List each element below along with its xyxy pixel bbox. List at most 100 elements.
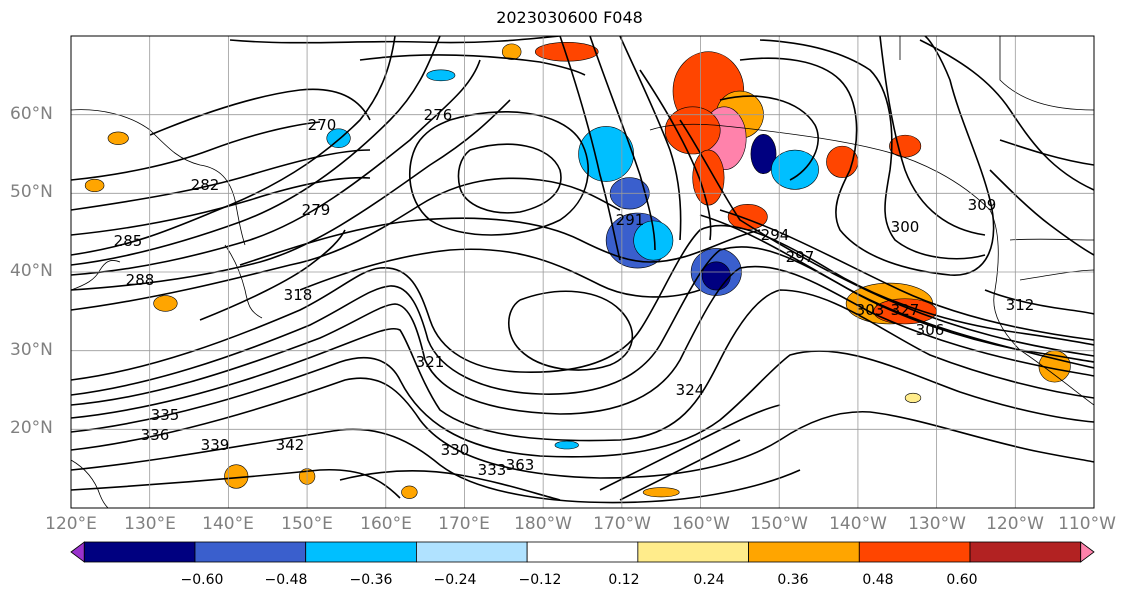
shaded-anomaly-region (701, 261, 731, 291)
lon-label: 180°W (514, 514, 572, 534)
lon-label: 150°W (750, 514, 808, 534)
map-frame (70, 35, 1095, 509)
gridlines (71, 36, 1094, 508)
lat-label: 60°N (10, 104, 53, 124)
coastline (899, 36, 1094, 111)
contour-line (71, 246, 1094, 396)
shaded-anomaly-region (554, 440, 579, 450)
lon-label: 140°E (202, 514, 254, 534)
contour-label: 291 (616, 211, 645, 229)
contour-line (984, 289, 1094, 315)
contour-label: 276 (424, 106, 453, 124)
contour-label: 312 (1006, 296, 1035, 314)
lon-label: 160°E (360, 514, 412, 534)
contour-line (71, 36, 396, 256)
contour-label: 294 (761, 226, 790, 244)
contour-label: 297 (786, 248, 815, 266)
colorbar-tick-label: 0.60 (946, 572, 978, 588)
contour-line (999, 139, 1094, 166)
shaded-anomaly-region (401, 485, 418, 499)
contour-label: 303 (856, 301, 885, 319)
contour-label: 330 (441, 441, 470, 459)
contour-label: 270 (308, 116, 337, 134)
contour-line (71, 36, 441, 266)
lon-label: 130°W (908, 514, 966, 534)
lon-label: 170°W (593, 514, 651, 534)
contour-line (619, 439, 741, 501)
lon-label: 140°W (829, 514, 887, 534)
colorbar-tick-label: 0.24 (693, 572, 725, 588)
contour-label: 335 (151, 406, 180, 424)
coastline (71, 260, 121, 291)
contour-line (679, 119, 1094, 357)
contour-line (199, 229, 346, 321)
colorbar-tick-label: 0.36 (777, 572, 809, 588)
coastline (649, 123, 1094, 406)
contour-line (699, 214, 1094, 369)
colorbar-swatch (526, 541, 639, 563)
coastline (224, 244, 263, 319)
contour-layer (71, 36, 1094, 504)
colorbar-tick-label: −0.48 (264, 572, 308, 588)
colorbar-extend-max (1080, 541, 1095, 563)
colorbar-swatch (194, 541, 307, 563)
coastline (71, 109, 246, 246)
contour-label: 363 (506, 456, 535, 474)
coastline (1009, 238, 1094, 281)
contour-label: 282 (191, 176, 220, 194)
colorbar-tick-label: −0.60 (180, 572, 224, 588)
plot-title: 2023030600 F048 (496, 8, 643, 27)
contour-line (149, 88, 371, 136)
colorbar-tick-label: −0.12 (518, 572, 562, 588)
contour-label: 336 (141, 426, 170, 444)
shaded-anomaly-region (426, 69, 456, 82)
contour-label: 342 (276, 436, 305, 454)
colorbar-tick-label: −0.36 (349, 572, 393, 588)
lon-label: 120°W (986, 514, 1044, 534)
contour-label: 285 (114, 232, 143, 250)
shaded-anomaly-region (750, 134, 777, 174)
colorbar (70, 541, 1095, 563)
contour-label: 339 (201, 436, 230, 454)
contour-line (71, 350, 1094, 458)
colorbar-swatch (637, 541, 749, 563)
shaded-anomaly-region (664, 106, 721, 155)
contour-line (71, 377, 1094, 479)
contour-label: 327 (891, 301, 920, 319)
contour-label: 300 (891, 218, 920, 236)
contour-line (229, 36, 561, 44)
contour-line (508, 290, 634, 371)
contour-line (71, 176, 371, 236)
shaded-anomaly-region (633, 220, 674, 261)
shaded-field-layer (84, 41, 1071, 499)
contour-label: 279 (302, 201, 331, 219)
shaded-anomaly-region (153, 295, 178, 312)
shaded-anomaly-region (107, 131, 129, 145)
contour-label: 309 (968, 196, 997, 214)
contour-line (409, 111, 589, 236)
contour-line (71, 468, 401, 499)
contour-line (559, 36, 621, 261)
contour-line (919, 39, 1094, 191)
contour-label: 318 (284, 286, 313, 304)
colorbar-swatch (748, 541, 860, 563)
colorbar-swatch (416, 541, 528, 563)
contour-line (71, 121, 321, 181)
lon-label: 160°W (672, 514, 730, 534)
shaded-anomaly-region (501, 43, 522, 60)
lat-label: 30°N (10, 340, 53, 360)
lat-label: 20°N (10, 418, 53, 438)
shaded-anomaly-region (534, 41, 599, 62)
shaded-anomaly-region (904, 392, 922, 403)
lon-label: 130°E (124, 514, 176, 534)
colorbar-swatch (969, 541, 1082, 563)
contour-label: 333 (478, 461, 507, 479)
contour-label: 321 (416, 353, 445, 371)
colorbar-swatch (83, 541, 196, 563)
lon-label: 170°E (438, 514, 490, 534)
contour-label: 288 (126, 271, 155, 289)
colorbar-extend-min (70, 541, 85, 563)
contour-line (71, 289, 1094, 442)
contour-line (759, 39, 986, 260)
